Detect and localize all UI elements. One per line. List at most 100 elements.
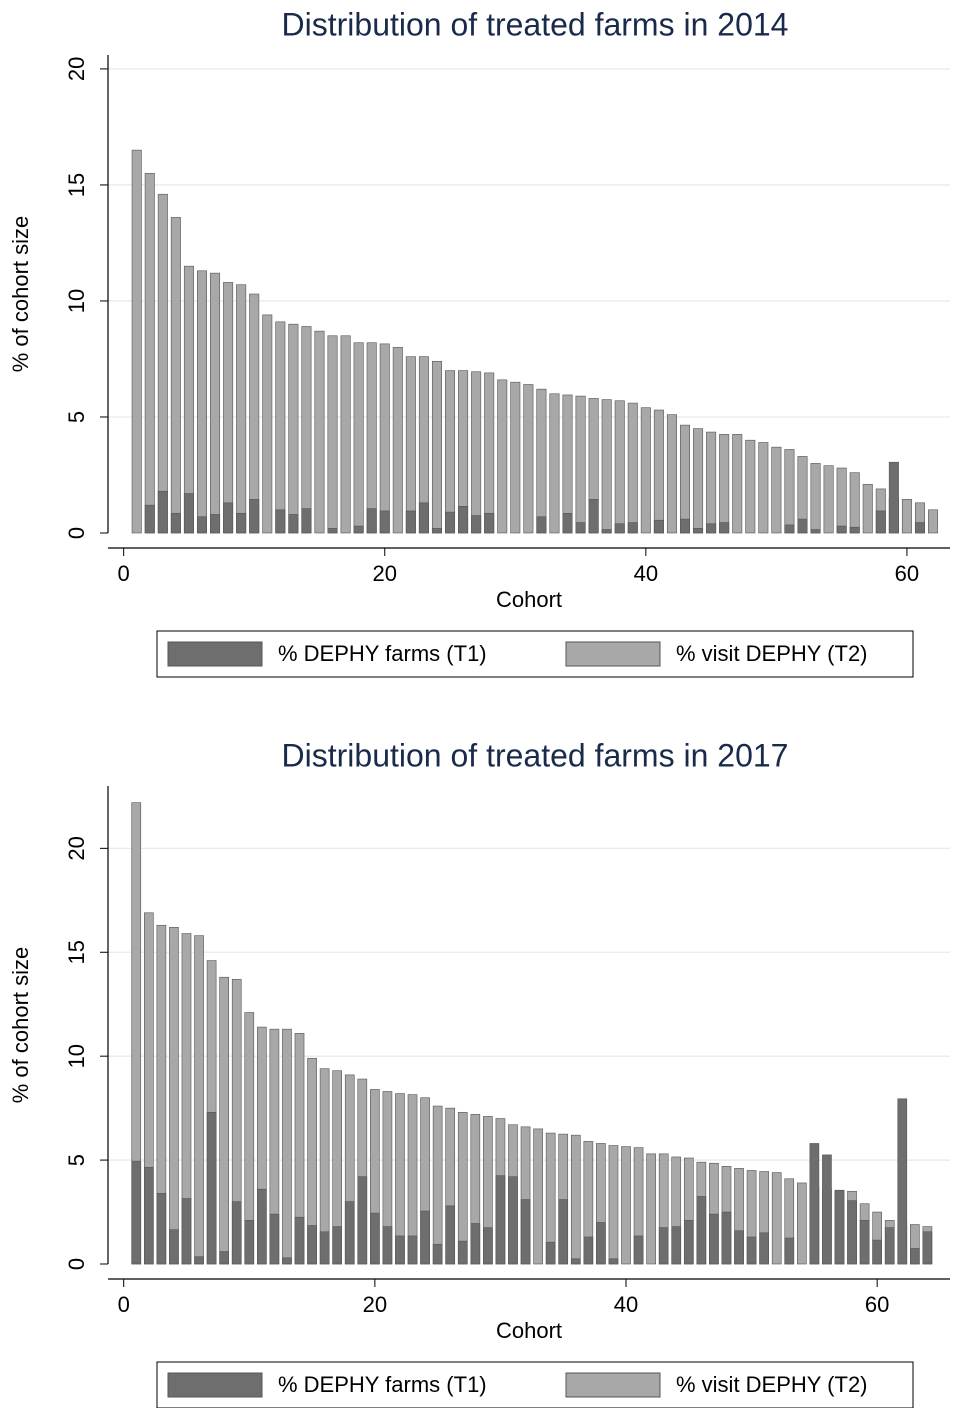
x-tick-label: 20: [373, 561, 397, 586]
chart-title: Distribution of treated farms in 2017: [282, 737, 789, 773]
bar: [784, 449, 795, 534]
bar: [875, 510, 886, 534]
bar: [823, 465, 834, 534]
legend-swatch: [167, 641, 263, 667]
bar: [862, 483, 873, 534]
bar: [797, 518, 808, 534]
bar: [405, 356, 416, 534]
bar: [809, 1143, 820, 1265]
bar: [431, 528, 442, 534]
bar: [508, 1176, 518, 1265]
bar: [627, 522, 638, 534]
bar: [458, 506, 469, 534]
bar: [327, 528, 338, 534]
bar: [183, 493, 194, 534]
bar: [671, 1226, 682, 1265]
bar: [131, 149, 142, 534]
y-tick-label: 5: [64, 1154, 89, 1166]
bar: [357, 1176, 368, 1265]
bar: [169, 1229, 179, 1265]
bar: [897, 1098, 908, 1265]
bar: [471, 515, 482, 534]
bar: [836, 525, 847, 534]
y-tick-label: 15: [64, 940, 89, 964]
bar: [575, 395, 586, 534]
bar: [810, 463, 821, 534]
bar: [392, 347, 403, 534]
x-tick-label: 40: [614, 1292, 638, 1317]
bar: [884, 1227, 895, 1265]
bar: [696, 1196, 707, 1265]
bar: [157, 490, 168, 534]
bar: [719, 434, 730, 534]
bar: [170, 512, 181, 534]
bar: [627, 402, 638, 534]
legend-label: % visit DEPHY (T2): [676, 641, 868, 666]
bar: [366, 508, 377, 534]
bar: [633, 1235, 644, 1265]
bar: [683, 1220, 694, 1265]
y-tick-label: 20: [64, 57, 89, 81]
bar: [810, 529, 821, 534]
bar: [366, 342, 377, 534]
bar: [249, 293, 260, 534]
bar: [314, 330, 325, 534]
bar: [849, 526, 860, 534]
bar: [562, 394, 573, 534]
x-tick-label: 60: [865, 1292, 889, 1317]
bar: [510, 381, 521, 534]
bar: [784, 1237, 795, 1265]
bar: [353, 342, 364, 534]
bar: [196, 516, 207, 534]
bar: [370, 1212, 380, 1265]
x-tick-label: 0: [118, 561, 130, 586]
x-axis-label: Cohort: [496, 1318, 562, 1343]
bar: [275, 321, 286, 534]
bar: [497, 379, 508, 534]
bar: [144, 173, 155, 534]
bar: [379, 510, 390, 534]
bar: [706, 431, 717, 534]
bar: [771, 446, 782, 534]
bar: [405, 510, 416, 534]
bar: [445, 511, 456, 534]
bar: [170, 217, 181, 534]
bar: [344, 1201, 355, 1265]
bar: [601, 529, 612, 534]
legend-label: % visit DEPHY (T2): [676, 1372, 868, 1397]
bar: [872, 1239, 882, 1265]
bar: [353, 525, 364, 534]
bar: [483, 1227, 493, 1265]
bar: [432, 1243, 443, 1265]
bar: [679, 518, 690, 534]
bar: [275, 509, 286, 534]
legend-box: [156, 630, 914, 678]
y-axis-label: % of cohort size: [8, 947, 33, 1104]
bar: [836, 467, 847, 534]
bar: [257, 1188, 267, 1265]
y-tick-label: 0: [64, 527, 89, 539]
bar: [183, 265, 194, 534]
y-tick-label: 0: [64, 1258, 89, 1270]
bar: [327, 335, 338, 534]
bar: [431, 360, 442, 534]
bar: [570, 1258, 581, 1265]
y-tick-label: 15: [64, 173, 89, 197]
bar: [575, 522, 586, 534]
bar: [288, 514, 299, 534]
bar: [169, 927, 179, 1265]
bar: [721, 1211, 732, 1265]
bar: [614, 400, 625, 534]
bar: [484, 372, 495, 534]
legend-swatch: [167, 1372, 263, 1398]
bar: [901, 499, 912, 534]
bar: [418, 502, 429, 534]
bar: [549, 393, 560, 534]
bar: [445, 370, 456, 534]
bar: [236, 284, 247, 534]
bar: [520, 1199, 531, 1265]
bar: [588, 499, 599, 534]
bar: [709, 1213, 719, 1265]
legend-label: % DEPHY farms (T1): [278, 641, 487, 666]
bar: [282, 1028, 292, 1265]
